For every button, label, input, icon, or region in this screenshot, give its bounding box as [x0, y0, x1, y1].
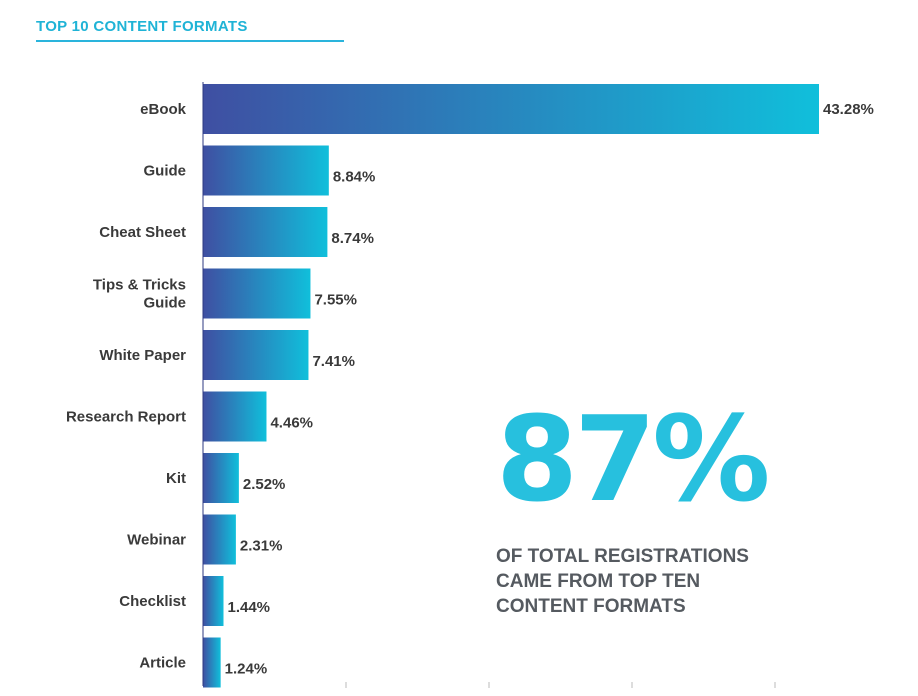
bar-2 — [203, 207, 328, 257]
category-label-3-1: Guide — [143, 295, 186, 312]
bar-6 — [203, 453, 239, 503]
category-label-5: Research Report — [66, 409, 186, 426]
bar-9 — [203, 637, 221, 688]
category-label-7: Webinar — [127, 532, 186, 549]
bar-7 — [203, 514, 236, 565]
big-stat-value: 87% — [496, 390, 770, 528]
value-label-8: 1.44% — [227, 599, 270, 616]
value-label-1: 8.84% — [333, 169, 376, 186]
category-label-2: Cheat Sheet — [99, 224, 186, 241]
bar-3 — [203, 268, 311, 319]
category-label-4: White Paper — [99, 347, 186, 364]
value-label-9: 1.24% — [225, 661, 268, 678]
category-label-3-0: Tips & Tricks — [93, 277, 186, 294]
category-label-9: Article — [139, 655, 186, 672]
category-label-0: eBook — [140, 101, 187, 118]
bar-4 — [203, 330, 309, 380]
category-label-1: Guide — [143, 163, 186, 180]
stat-caption: OF TOTAL REGISTRATIONS CAME FROM TOP TEN… — [496, 544, 796, 619]
bar-8 — [203, 576, 224, 626]
title-underline — [36, 40, 344, 42]
value-label-4: 7.41% — [312, 353, 355, 370]
bar-0 — [203, 84, 819, 134]
value-label-5: 4.46% — [270, 415, 313, 432]
value-label-2: 8.74% — [331, 230, 374, 247]
stat-caption-line-3: CONTENT FORMATS — [496, 596, 686, 617]
bar-1 — [203, 145, 329, 196]
value-label-6: 2.52% — [243, 476, 286, 493]
value-label-3: 7.55% — [314, 292, 357, 309]
bar-5 — [203, 391, 267, 442]
bars-group: eBook 43.28% Guide 8.84% Cheat Sheet 8.74% Tip… — [66, 84, 874, 688]
value-label-0: 43.28% — [823, 101, 874, 118]
category-label-6: Kit — [166, 470, 186, 487]
stat-caption-line-1: OF TOTAL REGISTRATIONS — [496, 546, 749, 567]
category-label-8: Checklist — [119, 593, 186, 610]
x-axis-ticks — [345, 682, 776, 688]
stat-caption-line-2: CAME FROM TOP TEN — [496, 571, 701, 592]
chart-title: TOP 10 CONTENT FORMATS — [36, 18, 248, 35]
value-label-7: 2.31% — [240, 538, 283, 555]
